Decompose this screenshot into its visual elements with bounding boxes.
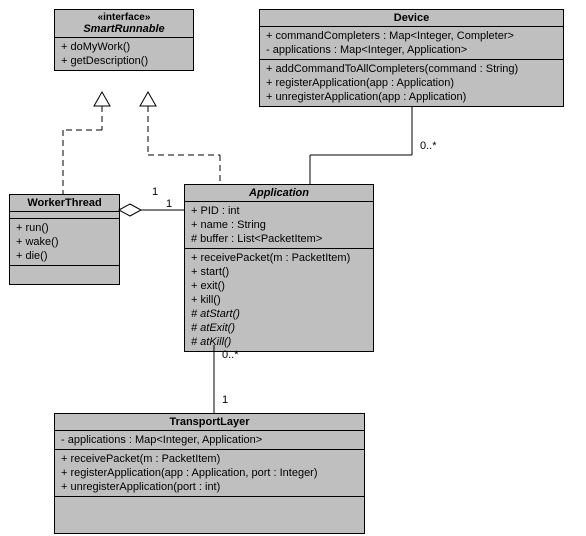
op: + registerApplication(app : Application,… [61,466,358,480]
op: + addCommandToAllCompleters(command : St… [266,62,557,76]
op: + unregisterApplication(port : int) [61,480,358,494]
op: + start() [191,265,367,279]
title-smartrunnable: «interface» SmartRunnable [55,10,193,38]
classname: SmartRunnable [61,23,187,35]
op: + kill() [191,293,367,307]
attr: - applications : Map<Integer, Applicatio… [61,433,358,447]
mult-device-app: 0..* [420,140,437,152]
class-workerthread: WorkerThread + run() + wake() + die() [9,194,120,285]
mult-app-tl-1: 1 [222,394,228,406]
title-workerthread: WorkerThread [10,195,119,212]
op: # atStart() [191,307,367,321]
title-application: Application [185,185,373,202]
op: + receivePacket(m : PacketItem) [191,251,367,265]
op: # atExit() [191,321,367,335]
op: + getDescription() [61,54,187,68]
op: + die() [16,249,113,263]
title-device: Device [260,10,563,27]
op: + run() [16,221,113,235]
op: + receivePacket(m : PacketItem) [61,452,358,466]
attrs: + commandCompleters : Map<Integer, Compl… [260,27,563,60]
classname: TransportLayer [169,416,249,428]
op: + exit() [191,279,367,293]
mult-app-tl-0: 0..* [222,349,239,361]
mult-wt-app-1a: 1 [152,186,158,198]
attrs: - applications : Map<Integer, Applicatio… [55,431,364,450]
attrs [10,212,119,219]
classname: WorkerThread [27,197,101,209]
attr: # buffer : List<PacketItem> [191,232,367,246]
attr: + commandCompleters : Map<Integer, Compl… [266,29,557,43]
ops: + run() + wake() + die() [10,219,119,266]
ops: + addCommandToAllCompleters(command : St… [260,60,563,106]
op: + doMyWork() [61,40,187,54]
blank [55,497,364,533]
blank [10,266,119,284]
classname: Application [249,187,309,199]
class-application: Application + PID : int + name : String … [184,184,374,352]
ops: + receivePacket(m : PacketItem) + regist… [55,450,364,497]
class-smartrunnable: «interface» SmartRunnable + doMyWork() +… [54,9,194,71]
classname: Device [394,12,429,24]
class-transportlayer: TransportLayer - applications : Map<Inte… [54,413,365,534]
op: + wake() [16,235,113,249]
title-transportlayer: TransportLayer [55,414,364,431]
class-device: Device + commandCompleters : Map<Integer… [259,9,564,107]
op: + unregisterApplication(app : Applicatio… [266,90,557,104]
op: + registerApplication(app : Application) [266,76,557,90]
attr: + name : String [191,218,367,232]
attrs: + PID : int + name : String # buffer : L… [185,202,373,249]
attr: - applications : Map<Integer, Applicatio… [266,43,557,57]
ops: + doMyWork() + getDescription() [55,38,193,70]
ops: + receivePacket(m : PacketItem) + start(… [185,249,373,351]
op: # atKill() [191,335,367,349]
stereotype: «interface» [61,12,187,23]
mult-wt-app-1b: 1 [166,198,172,210]
attr: + PID : int [191,204,367,218]
